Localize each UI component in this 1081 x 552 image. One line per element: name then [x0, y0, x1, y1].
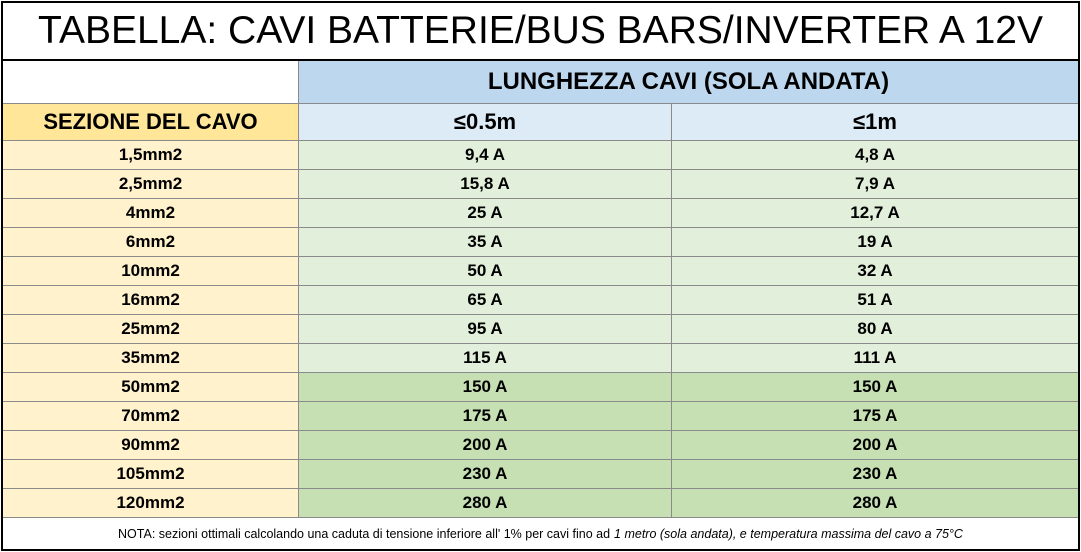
title: TABELLA: CAVI BATTERIE/BUS BARS/INVERTER… — [3, 3, 1078, 61]
ampere-cell: 200 A — [299, 431, 672, 460]
section-cell: 90mm2 — [3, 431, 299, 460]
section-cell: 1,5mm2 — [3, 141, 299, 170]
section-cell: 105mm2 — [3, 460, 299, 489]
ampere-cell: 175 A — [672, 402, 1078, 431]
ampere-cell: 150 A — [672, 373, 1078, 402]
ampere-cell: 115 A — [299, 344, 672, 373]
ampere-cell: 19 A — [672, 228, 1078, 257]
ampere-cell: 111 A — [672, 344, 1078, 373]
ampere-cell: 280 A — [299, 489, 672, 518]
section-cell: 50mm2 — [3, 373, 299, 402]
blank-cell — [3, 61, 299, 104]
section-cell: 35mm2 — [3, 344, 299, 373]
ampere-cell: 32 A — [672, 257, 1078, 286]
section-cell: 2,5mm2 — [3, 170, 299, 199]
ampere-cell: 9,4 A — [299, 141, 672, 170]
ampere-cell: 50 A — [299, 257, 672, 286]
ampere-cell: 25 A — [299, 199, 672, 228]
ampere-cell: 65 A — [299, 286, 672, 315]
section-cell: 10mm2 — [3, 257, 299, 286]
note-text: NOTA: sezioni ottimali calcolando una ca… — [118, 526, 611, 541]
ampere-cell: 230 A — [672, 460, 1078, 489]
column-header: SEZIONE DEL CAVO — [3, 104, 299, 141]
ampere-cell: 150 A — [299, 373, 672, 402]
ampere-cell: 230 A — [299, 460, 672, 489]
ampere-cell: 35 A — [299, 228, 672, 257]
ampere-cell: 95 A — [299, 315, 672, 344]
note-italic: 1 metro (sola andata), e temperatura mas… — [614, 526, 963, 541]
section-cell: 120mm2 — [3, 489, 299, 518]
ampere-cell: 80 A — [672, 315, 1078, 344]
section-cell: 25mm2 — [3, 315, 299, 344]
ampere-cell: 12,7 A — [672, 199, 1078, 228]
note: NOTA: sezioni ottimali calcolando una ca… — [3, 518, 1078, 549]
ampere-cell: 175 A — [299, 402, 672, 431]
ampere-cell: 200 A — [672, 431, 1078, 460]
section-cell: 4mm2 — [3, 199, 299, 228]
ampere-cell: 7,9 A — [672, 170, 1078, 199]
ampere-cell: 4,8 A — [672, 141, 1078, 170]
ampere-cell: 280 A — [672, 489, 1078, 518]
ampere-cell: 15,8 A — [299, 170, 672, 199]
column-header: ≤0.5m — [299, 104, 672, 141]
section-cell: 70mm2 — [3, 402, 299, 431]
group-header: LUNGHEZZA CAVI (SOLA ANDATA) — [299, 61, 1078, 104]
column-header: ≤1m — [672, 104, 1078, 141]
section-cell: 16mm2 — [3, 286, 299, 315]
ampere-cell: 51 A — [672, 286, 1078, 315]
section-cell: 6mm2 — [3, 228, 299, 257]
